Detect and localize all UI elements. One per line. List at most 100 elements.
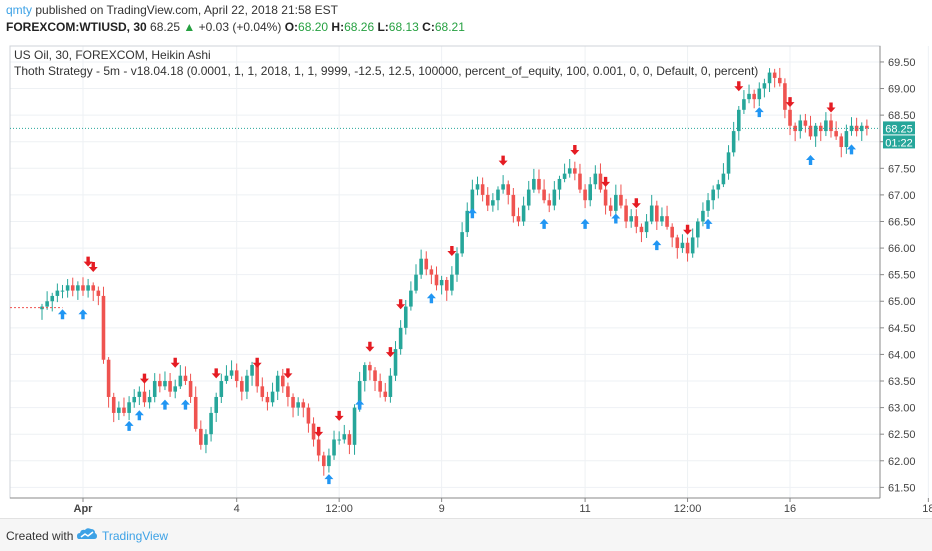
price-tick-label: 66.00 <box>888 243 916 255</box>
price-tick-label: 69.50 <box>888 57 916 69</box>
price-chart[interactable]: 61.50 62.00 62.50 63.00 63.50 64.00 64.50 65.00… <box>0 38 932 518</box>
candle-body <box>752 93 756 100</box>
candle-body <box>798 120 803 132</box>
candle-body <box>537 178 541 190</box>
candle-body <box>475 184 480 190</box>
buy-arrow-icon <box>467 208 477 219</box>
open-value: 68.20 <box>298 20 329 34</box>
last-price-badge: 68.25 <box>883 121 915 135</box>
time-tick-label: 16 <box>784 503 796 515</box>
candle-body <box>783 83 787 110</box>
sell-arrow-icon <box>170 357 180 368</box>
candle-body <box>670 226 674 238</box>
candle-body <box>480 184 485 195</box>
strategy-markers <box>57 81 857 485</box>
sell-arrow-icon <box>734 81 744 92</box>
candle-body <box>706 200 710 211</box>
candle-body <box>255 365 259 387</box>
candle-body <box>583 189 587 201</box>
buy-arrow-icon <box>539 218 549 229</box>
chart-area[interactable]: 61.50 62.00 62.50 63.00 63.50 64.00 64.50 65.00… <box>0 38 932 518</box>
sell-arrow-icon <box>631 198 641 209</box>
candle-body <box>76 285 80 291</box>
buy-arrow-icon <box>180 399 190 410</box>
candle-body <box>808 125 813 137</box>
candle-body <box>357 381 362 408</box>
candle-body <box>419 258 423 275</box>
candle-body <box>265 396 270 403</box>
price-tick-label: 64.50 <box>888 323 916 335</box>
candle-body <box>644 221 649 233</box>
sell-arrow-icon <box>283 368 293 379</box>
price-tick-label: 67.50 <box>888 163 916 175</box>
candle-body <box>767 72 772 84</box>
buy-arrow-icon <box>611 213 621 224</box>
candle-body <box>634 216 639 227</box>
close-label: C: <box>422 20 435 34</box>
buy-arrow-icon <box>57 309 67 320</box>
candle-body <box>260 386 265 397</box>
candle-body <box>506 184 511 195</box>
candle-body <box>824 120 828 132</box>
candle-body <box>803 120 808 126</box>
low-value: 68.13 <box>388 20 419 34</box>
candle-body <box>757 88 762 100</box>
sell-arrow-icon <box>88 262 98 272</box>
candle-body <box>562 173 567 179</box>
candle-body <box>234 370 239 382</box>
candles <box>40 67 869 476</box>
candle-body <box>132 396 137 403</box>
candle-body <box>496 189 500 201</box>
candle-body <box>552 189 557 206</box>
price-tick-label: 65.00 <box>888 296 916 308</box>
candle-body <box>793 125 797 132</box>
candle-body <box>209 412 213 435</box>
candle-body <box>270 391 275 403</box>
candle-body <box>450 274 454 291</box>
author-link[interactable]: qmty <box>6 3 33 17</box>
candle-body <box>859 125 864 132</box>
candle-body <box>680 242 685 249</box>
sell-arrow-icon <box>498 155 508 166</box>
candle-body <box>788 109 792 126</box>
candle-body <box>229 370 234 376</box>
sell-arrow-icon <box>785 97 795 108</box>
candle-body <box>91 285 96 291</box>
candle-body <box>173 386 178 392</box>
candle-body <box>762 83 767 89</box>
candle-body <box>629 216 633 222</box>
candle-body <box>158 381 162 387</box>
price-tick-label: 62.00 <box>888 456 916 468</box>
candle-body <box>342 434 347 440</box>
candle-body <box>398 327 403 350</box>
price-tick-label: 61.50 <box>888 482 916 494</box>
candle-body <box>409 290 413 307</box>
candle-body <box>122 407 126 413</box>
candle-body <box>465 210 470 233</box>
candle-body <box>81 285 85 291</box>
tradingview-brand[interactable]: TradingView <box>102 529 169 543</box>
candle-body <box>711 189 715 201</box>
candle-body <box>726 152 731 174</box>
sell-arrow-icon <box>139 373 149 384</box>
candle-body <box>593 173 598 185</box>
candle-body <box>557 178 562 190</box>
candle-body <box>491 200 495 206</box>
candle-body <box>193 396 198 429</box>
candle-body <box>347 434 352 445</box>
candle-body <box>137 391 142 397</box>
candle-body <box>721 173 726 185</box>
quote-line: FOREXCOM:WTIUSD, 30 68.25 ▲ +0.03 (+0.04… <box>6 20 465 34</box>
candle-body <box>86 285 90 291</box>
candle-body <box>578 173 582 190</box>
candle-body <box>65 285 70 291</box>
change-value: +0.03 (+0.04%) <box>198 20 282 34</box>
candle-body <box>731 131 736 153</box>
candle-body <box>393 349 398 376</box>
tradingview-cloud-icon[interactable] <box>76 527 98 541</box>
buy-arrow-icon <box>847 144 857 155</box>
time-tick-label: 12:00 <box>674 503 702 515</box>
chart-title: US Oil, 30, FOREXCOM, Heikin Ashi <box>14 48 211 62</box>
buy-arrow-icon <box>124 420 134 431</box>
